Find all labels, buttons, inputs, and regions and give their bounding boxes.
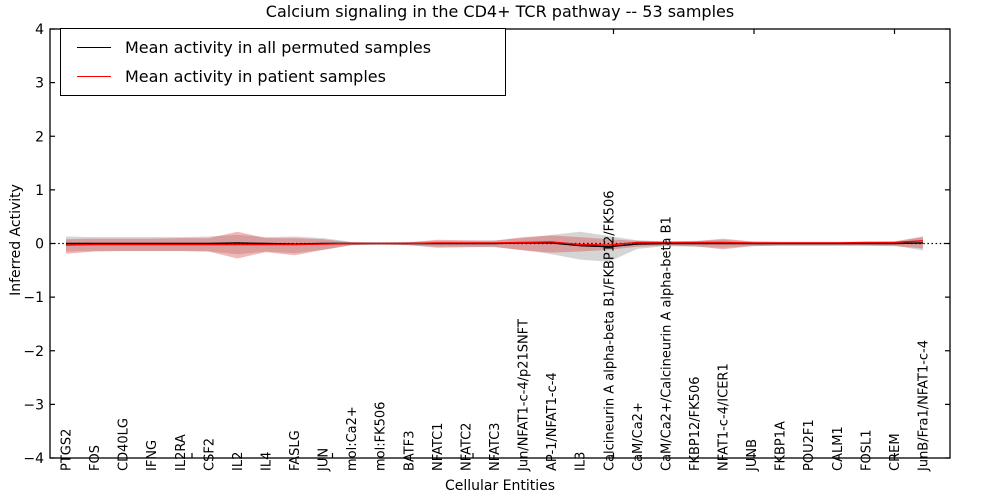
y-tick-label: −2 [23, 344, 44, 360]
patient-mean-line [65, 240, 924, 246]
y-tick-label: 2 [35, 129, 44, 145]
x-tick-label: IL4 [259, 452, 274, 471]
x-tick-label: AP-1/NFAT1-c-4 [545, 372, 560, 471]
y-tick-label: 3 [35, 76, 44, 92]
x-tick-label: FASLG [288, 430, 303, 471]
x-tick-label: CSF2 [202, 438, 217, 471]
y-tick-label: −1 [23, 290, 44, 306]
x-tick-label: NFAT1-c-4/ICER1 [717, 363, 732, 471]
y-tick-label: 0 [35, 237, 44, 253]
x-tick-label: NFATC2 [459, 423, 474, 471]
y-tick-label: −4 [23, 451, 44, 467]
x-tick-label: CALM1 [831, 426, 846, 471]
x-tick-label: IL2RA [174, 434, 189, 471]
x-tick-label: PTGS2 [60, 429, 75, 471]
x-tick-label: POU2F1 [802, 419, 817, 471]
legend-label: Mean activity in patient samples [125, 66, 386, 86]
y-tick-label: 4 [35, 22, 44, 38]
x-tick-label: mol:Ca2+ [345, 406, 360, 471]
x-tick-label: FKBP12/FK506 [688, 377, 703, 472]
x-tick-label: CREM [888, 433, 903, 471]
x-tick-label: Jun/NFAT1-c-4/p21SNFT [517, 319, 532, 472]
x-tick-label: FOSL1 [859, 430, 874, 471]
legend-line-black [77, 47, 111, 49]
x-tick-label: FKBP1A [774, 421, 789, 471]
y-axis-label: Inferred Activity [8, 184, 24, 296]
x-tick-label: JUNB [745, 439, 760, 472]
x-tick-label: Calcineurin A alpha-beta B1/FKBP12/FK506 [602, 191, 617, 471]
x-tick-label: CD40LG [117, 418, 132, 471]
x-tick-label: IL3 [574, 452, 589, 471]
x-tick-label: IL2 [231, 452, 246, 471]
x-tick-label: JUN [317, 448, 332, 472]
x-tick-label: JunB/Fra1/NFAT1-c-4 [917, 340, 932, 472]
y-tick-label: 1 [35, 183, 44, 199]
chart-title: Calcium signaling in the CD4+ TCR pathwa… [265, 2, 735, 21]
x-tick-label: CaM/Ca2+ [631, 402, 646, 471]
permuted-std-band [66, 231, 923, 262]
legend-entry-patient: Mean activity in patient samples [61, 67, 505, 86]
patient-std-band [66, 231, 923, 259]
x-tick-label: IFNG [145, 440, 160, 471]
x-tick-label: FOS [88, 445, 103, 471]
x-tick-label: CaM/Ca2+/Calcineurin A alpha-beta B1 [659, 216, 674, 471]
legend-box: Mean activity in all permuted samples Me… [60, 28, 506, 96]
legend-entry-permuted: Mean activity in all permuted samples [61, 38, 505, 57]
y-tick-label: −3 [23, 397, 44, 413]
x-tick-label: NFATC1 [431, 423, 446, 471]
legend-label: Mean activity in all permuted samples [125, 38, 432, 58]
x-tick-label: NFATC3 [488, 423, 503, 471]
x-tick-label: BATF3 [402, 431, 417, 472]
x-axis-label: Cellular Entities [444, 478, 556, 494]
legend-line-red [77, 75, 111, 77]
x-tick-label: mol:FK506 [374, 402, 389, 471]
